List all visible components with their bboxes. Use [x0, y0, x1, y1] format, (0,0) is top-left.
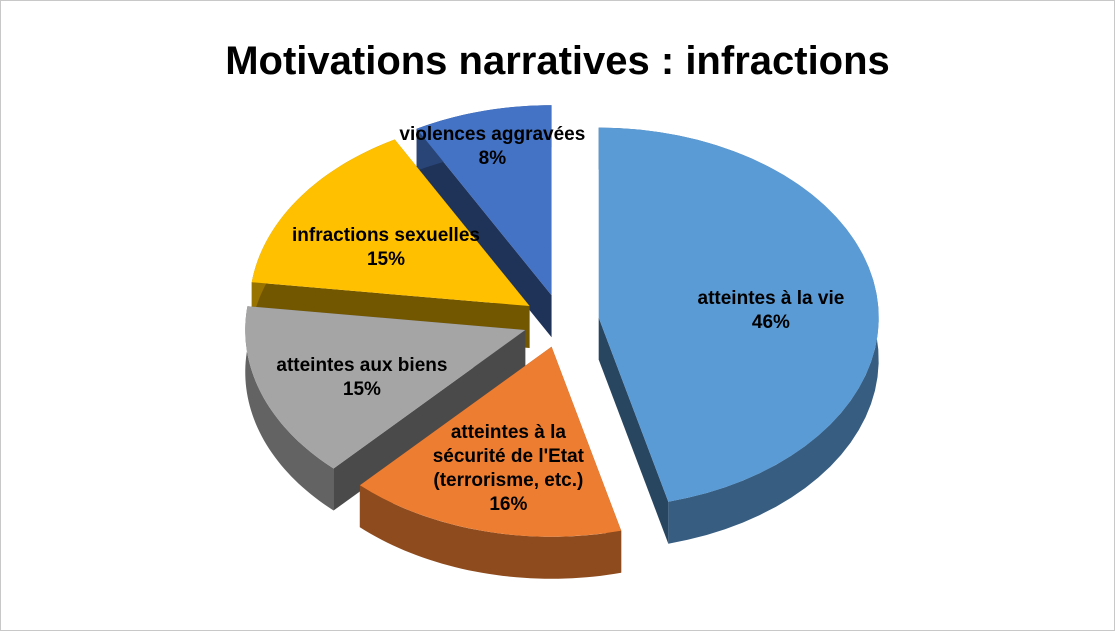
- value-label: 46%: [751, 311, 790, 333]
- slice: [359, 346, 622, 537]
- slice: [245, 306, 526, 469]
- value-label: 16%: [489, 493, 528, 515]
- slice-wall: [333, 330, 526, 511]
- slice: [598, 127, 879, 502]
- data-label: atteintes à la vie 46%: [676, 287, 866, 335]
- value-label: 15%: [366, 248, 405, 270]
- data-label: atteintes aux biens 15%: [267, 354, 457, 402]
- category-label: atteintes aux biens: [276, 354, 448, 376]
- category-label: atteintes à la sécurité de l'Etat (terro…: [432, 421, 585, 491]
- slice-side: [245, 306, 334, 511]
- data-label: violences aggravées 8%: [397, 123, 587, 171]
- slice-wall: [598, 317, 669, 544]
- slice-wall: [416, 128, 552, 338]
- value-label: 15%: [342, 378, 381, 400]
- slice-side: [359, 485, 622, 579]
- chart-title: Motivations narratives : infractions: [225, 39, 890, 83]
- value-label: 8%: [478, 147, 507, 169]
- data-label: infractions sexuelles 15%: [291, 224, 481, 272]
- category-label: infractions sexuelles: [292, 224, 480, 246]
- slice: [416, 105, 552, 296]
- category-label: violences aggravées: [399, 123, 586, 145]
- data-label: atteintes à la sécurité de l'Etat (terro…: [413, 421, 603, 517]
- slice: [251, 139, 530, 307]
- category-label: atteintes à la vie: [697, 287, 845, 309]
